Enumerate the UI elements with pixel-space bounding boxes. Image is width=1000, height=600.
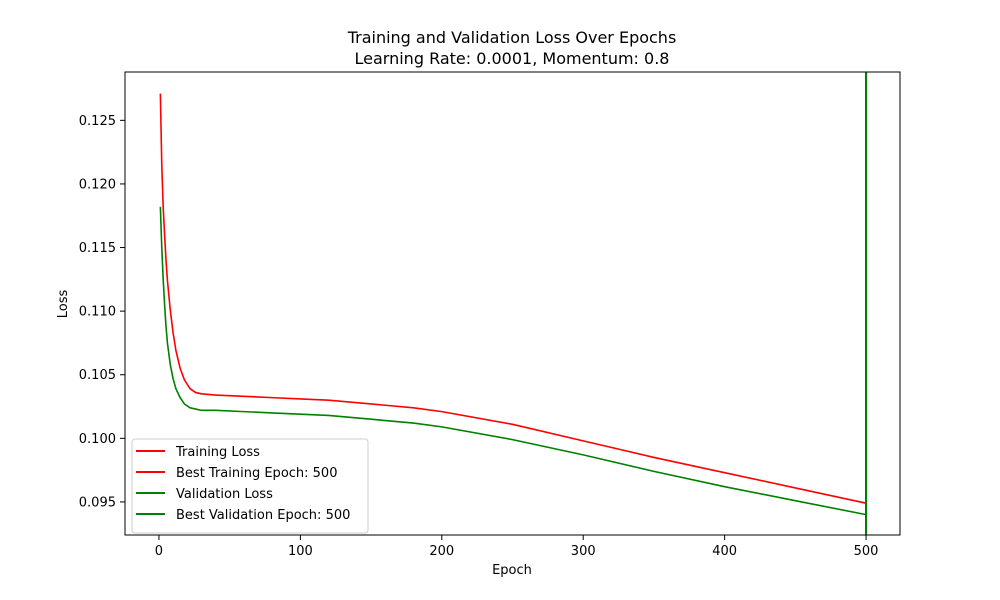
x-axis-label: Epoch: [492, 563, 532, 578]
y-tick-label: 0.100: [79, 432, 116, 447]
series-layer: [159, 72, 868, 535]
chart-title: Training and Validation Loss Over Epochs: [347, 28, 677, 47]
legend-label: Best Validation Epoch: 500: [176, 508, 350, 523]
x-tick-label: 100: [288, 544, 313, 559]
x-tick-label: 500: [854, 544, 879, 559]
x-axis: 0 100 200 300 400 500: [155, 535, 879, 559]
plot-frame: [124, 71, 901, 536]
y-tick-label: 0.105: [79, 368, 116, 383]
legend-box: [131, 438, 369, 534]
y-tick-label: 0.115: [79, 241, 116, 256]
y-axis: 0.095 0.100 0.105 0.110 0.115 0.120 0.125: [79, 114, 125, 510]
x-tick-label: 300: [571, 544, 596, 559]
chart-subtitle: Learning Rate: 0.0001, Momentum: 0.8: [355, 49, 670, 68]
validation-loss-line: [159, 206, 867, 516]
y-tick-label: 0.110: [79, 305, 116, 320]
training-loss-line: [159, 93, 867, 504]
x-tick-label: 400: [712, 544, 737, 559]
legend: Training Loss Best Training Epoch: 500 Val…: [131, 438, 369, 534]
y-tick-label: 0.125: [79, 114, 116, 129]
y-tick-label: 0.120: [79, 177, 116, 192]
y-tick-label: 0.095: [79, 495, 116, 510]
x-tick-label: 0: [155, 544, 163, 559]
y-axis-label: Loss: [56, 290, 71, 319]
x-tick-label: 200: [429, 544, 454, 559]
legend-label: Best Training Epoch: 500: [176, 466, 337, 481]
legend-label: Training Loss: [175, 445, 260, 460]
legend-label: Validation Loss: [176, 487, 273, 502]
